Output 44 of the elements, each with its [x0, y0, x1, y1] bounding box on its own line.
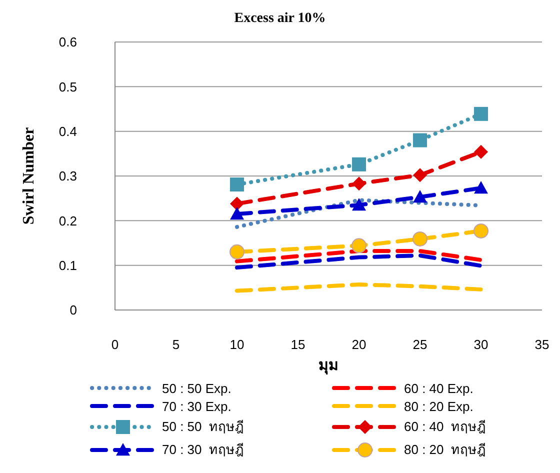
- chart-title: Excess air 10%: [233, 10, 327, 28]
- legend-label: 50 : 50 Exp.: [162, 380, 232, 396]
- x-tick-label: 30: [474, 337, 488, 352]
- point: [474, 223, 488, 238]
- x-tick-label: 20: [352, 337, 366, 352]
- line-series: [235, 254, 483, 270]
- legend-label: 80 : 20 ทฤษฎี: [404, 441, 486, 459]
- legend-label: 80 : 20 Exp.: [404, 398, 474, 414]
- point: [230, 177, 244, 192]
- y-tick-label: 0.3: [58, 168, 77, 184]
- x-tick-label: 15: [290, 337, 306, 352]
- y-tick-label: 0: [70, 302, 77, 318]
- point: [474, 181, 488, 194]
- point: [230, 196, 244, 211]
- legend-label: 70 : 30 ทฤษฎี: [162, 441, 244, 459]
- legend-label: 50 : 50 ทฤษฎี: [162, 418, 244, 436]
- y-tick-label: 0.4: [58, 124, 77, 139]
- y-tick-label: 0.6: [58, 34, 77, 50]
- x-tick-label: 25: [412, 337, 428, 352]
- point: [412, 231, 428, 246]
- x-tick-label: 35: [534, 337, 550, 352]
- y-tick-label: 0.5: [58, 79, 77, 94]
- legend-label: 60 : 40 Exp.: [404, 380, 474, 396]
- legend-label: 60 : 40 ทฤษฎี: [404, 418, 486, 436]
- line-series: [235, 282, 483, 293]
- point: [413, 190, 427, 203]
- point: [230, 244, 244, 260]
- point: [352, 176, 366, 191]
- x-tick-label: 5: [172, 337, 180, 352]
- point: [230, 206, 244, 220]
- point: [352, 198, 366, 211]
- x-tick-label: 10: [230, 337, 244, 352]
- y-tick-label: 0.2: [58, 213, 77, 228]
- point: [413, 168, 427, 182]
- x-axis-title: มุม: [318, 357, 338, 375]
- point: [352, 157, 366, 172]
- point: [413, 133, 427, 148]
- point: [474, 106, 488, 121]
- point: [474, 144, 488, 159]
- y-tick-label: 0.1: [58, 258, 77, 273]
- legend-label: 70 : 30 Exp.: [162, 398, 232, 414]
- point: [352, 238, 366, 254]
- y-axis-title: Swirl Number: [20, 127, 38, 225]
- x-tick-label: 0: [111, 337, 119, 352]
